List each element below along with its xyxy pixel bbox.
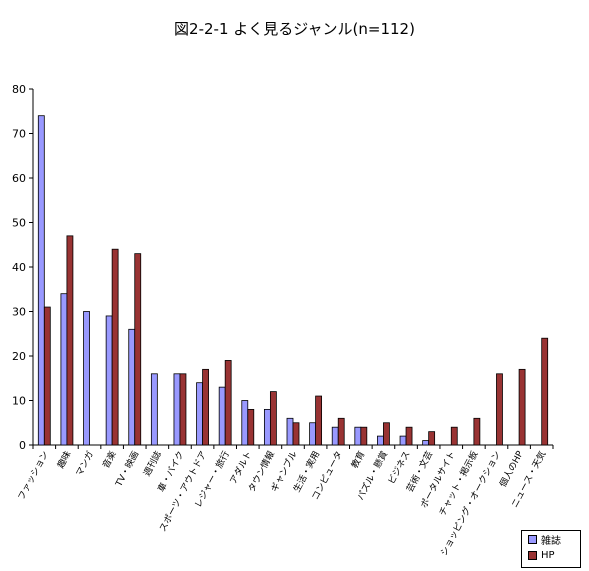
bar-magazine (218, 386, 226, 446)
bar-hp (315, 395, 323, 446)
bar-hp (202, 368, 209, 446)
bar-hp (450, 426, 458, 446)
bar-hp (66, 235, 74, 446)
x-category-label: ビジネス (386, 449, 413, 486)
y-tick-label: 30 (12, 306, 26, 319)
legend-item-hp: HP (528, 547, 580, 563)
bar-hp (179, 373, 187, 446)
bar-magazine (150, 373, 158, 446)
y-tick-label: 60 (12, 172, 26, 185)
legend-swatch-hp (528, 550, 537, 560)
bar-hp (383, 422, 390, 446)
bar-magazine (331, 426, 339, 446)
y-tick-label: 40 (12, 261, 26, 274)
bar-hp (496, 373, 503, 446)
bar-magazine (263, 408, 271, 446)
legend-swatch-magazine (528, 534, 537, 544)
chart-title: 図2-2-1 よく見るジャンル(n=112) (174, 20, 415, 38)
bar-hp (269, 391, 277, 446)
chart-legend: 雑誌 HP (521, 530, 581, 568)
bar-hp (518, 368, 526, 446)
bar-hp (473, 417, 481, 446)
y-tick-label: 0 (19, 439, 26, 452)
bar-magazine (105, 315, 113, 446)
bar-hp (134, 253, 142, 446)
bar-magazine (422, 440, 430, 446)
bar-magazine (173, 373, 181, 446)
bar-hp (224, 360, 232, 446)
bar-magazine (286, 417, 294, 446)
y-tick-labels: 0 10 20 30 40 50 60 70 80 (12, 83, 26, 452)
bar-hp (541, 337, 549, 446)
legend-item-magazine: 雑誌 (528, 531, 580, 547)
bar-magazine (241, 400, 249, 446)
bar-magazine (377, 435, 384, 446)
y-tick-label: 50 (12, 217, 26, 230)
y-tick-label: 80 (12, 83, 26, 96)
bar-magazine (37, 115, 45, 446)
bar-hp (360, 426, 368, 446)
bar-hp (111, 248, 119, 446)
y-tick-label: 10 (12, 395, 26, 408)
y-tick-label: 70 (12, 128, 26, 141)
chart-bars (37, 115, 549, 446)
x-category-label: ファッション (17, 450, 51, 502)
bar-magazine (309, 422, 317, 446)
bar-hp (428, 431, 436, 446)
x-category-label: 音楽 (100, 449, 119, 471)
bar-magazine (399, 435, 407, 446)
bar-hp (43, 306, 51, 446)
bar-hp (337, 417, 345, 446)
y-tick-label: 20 (12, 350, 26, 363)
bar-hp (405, 426, 413, 446)
bar-magazine (83, 311, 90, 446)
x-category-label: 趣味 (55, 449, 74, 471)
x-category-label: マンガ (74, 449, 96, 478)
bar-hp (247, 408, 255, 446)
bar-magazine (354, 426, 362, 446)
legend-label-hp: HP (541, 549, 555, 561)
bar-magazine (196, 382, 203, 446)
bar-magazine (60, 293, 68, 446)
legend-label-magazine: 雑誌 (541, 535, 561, 547)
x-category-label: 教育 (348, 449, 367, 471)
x-category-label: 週刊誌 (141, 449, 164, 478)
bar-hp (292, 422, 300, 446)
bar-magazine (128, 328, 136, 446)
